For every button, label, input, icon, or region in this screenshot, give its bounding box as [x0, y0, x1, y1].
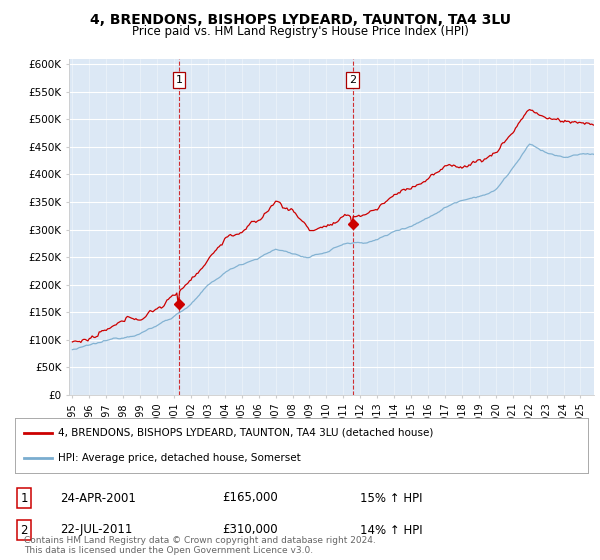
Text: HPI: Average price, detached house, Somerset: HPI: Average price, detached house, Some…: [58, 453, 301, 463]
Text: £165,000: £165,000: [222, 492, 278, 505]
Text: £310,000: £310,000: [222, 524, 278, 536]
Text: 24-APR-2001: 24-APR-2001: [60, 492, 136, 505]
Text: 4, BRENDONS, BISHOPS LYDEARD, TAUNTON, TA4 3LU: 4, BRENDONS, BISHOPS LYDEARD, TAUNTON, T…: [89, 13, 511, 27]
Text: 1: 1: [175, 74, 182, 85]
Text: 2: 2: [349, 74, 356, 85]
Text: 2: 2: [20, 524, 28, 536]
Text: 4, BRENDONS, BISHOPS LYDEARD, TAUNTON, TA4 3LU (detached house): 4, BRENDONS, BISHOPS LYDEARD, TAUNTON, T…: [58, 428, 433, 438]
Text: 1: 1: [20, 492, 28, 505]
Text: Price paid vs. HM Land Registry's House Price Index (HPI): Price paid vs. HM Land Registry's House …: [131, 25, 469, 38]
Text: Contains HM Land Registry data © Crown copyright and database right 2024.
This d: Contains HM Land Registry data © Crown c…: [24, 535, 376, 555]
Text: 22-JUL-2011: 22-JUL-2011: [60, 524, 133, 536]
Text: 15% ↑ HPI: 15% ↑ HPI: [360, 492, 422, 505]
Text: 14% ↑ HPI: 14% ↑ HPI: [360, 524, 422, 536]
